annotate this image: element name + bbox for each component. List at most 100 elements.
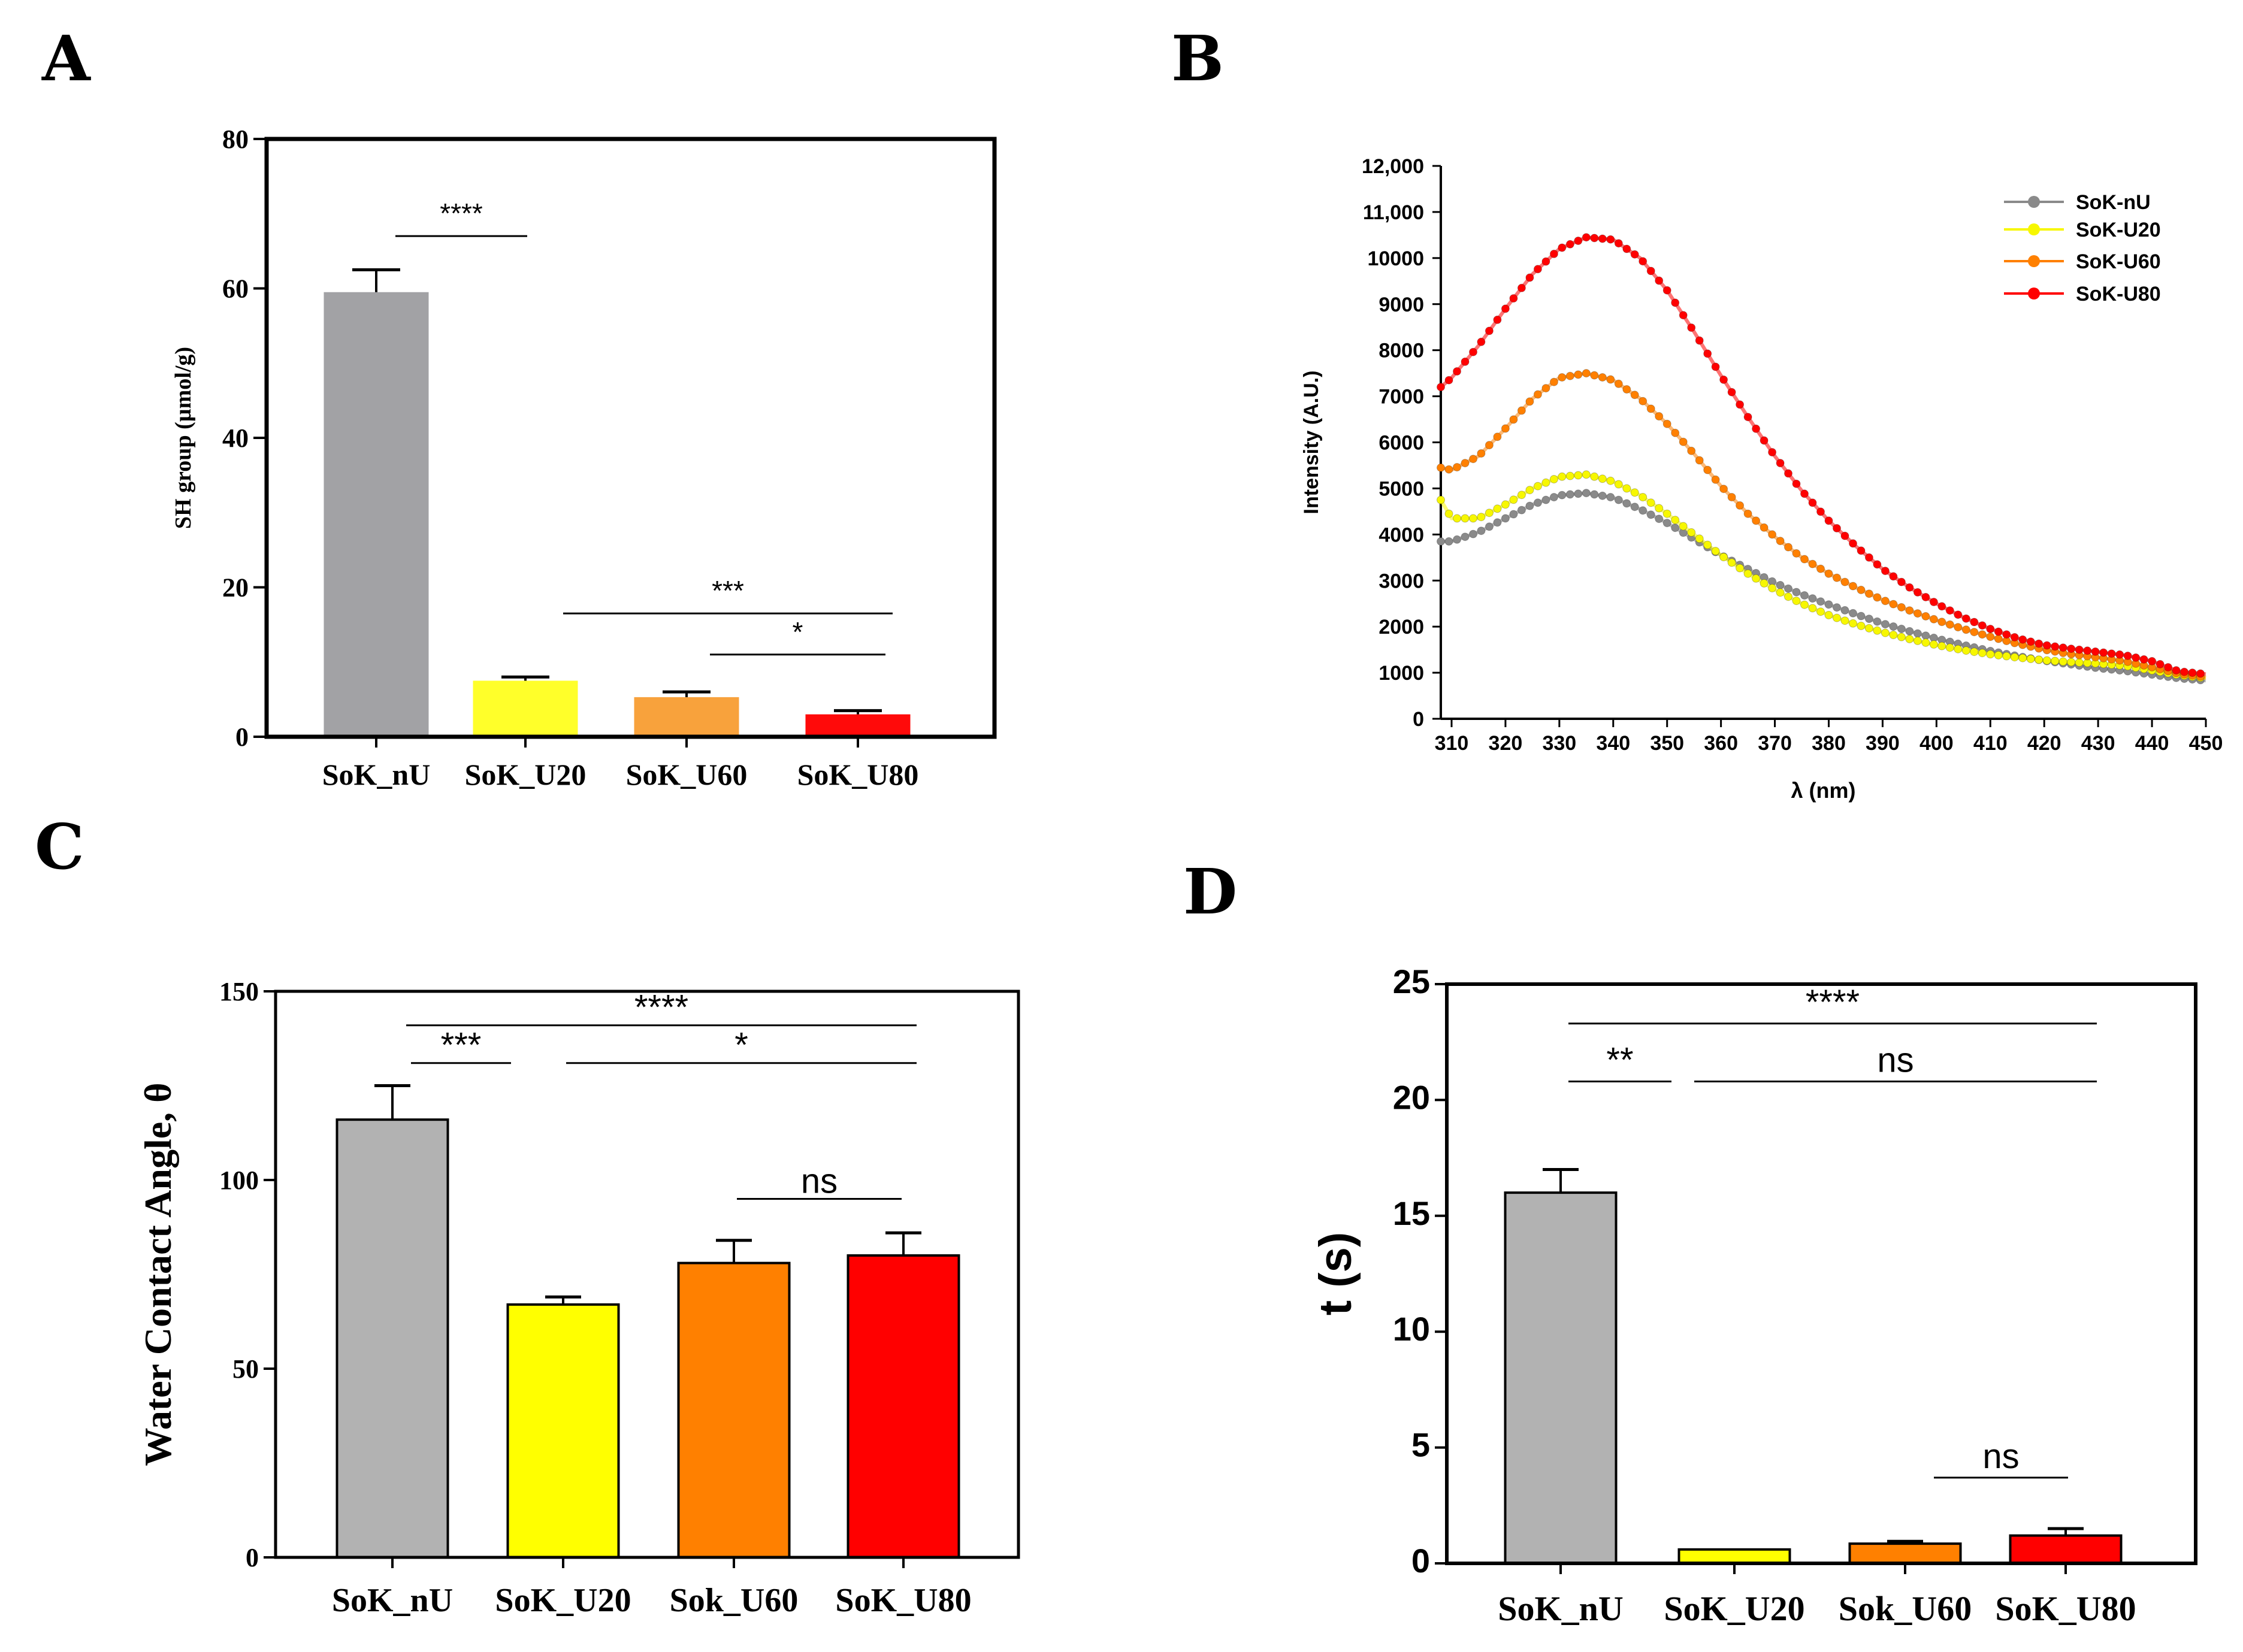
b-point-SoK-U20 (1768, 583, 1777, 592)
c-bar-SoK_nU (335, 1118, 449, 1559)
b-x-tick-label: 380 (1812, 732, 1846, 755)
b-point-SoK-U80 (1776, 459, 1785, 468)
b-point-SoK-U80 (2002, 630, 2011, 639)
chart-c-contact-angle: SoK_nU SoK_U20 Sok_U60 SoK_U80 0 50 100 150 Wate… (137, 977, 1020, 1619)
b-y-tick-label: 4000 (1379, 524, 1424, 546)
b-point-SoK-U80 (1800, 489, 1809, 498)
b-point-SoK-U60 (1582, 369, 1591, 378)
d-bar-SoK_U20 (1677, 1548, 1791, 1565)
b-point-SoK-U60 (1501, 424, 1510, 433)
b-point-SoK-U60 (1565, 371, 1574, 380)
b-point-SoK-U60 (1970, 628, 1979, 637)
b-point-SoK-U20 (2058, 657, 2067, 666)
c-y-tick-label: 100 (219, 1166, 259, 1195)
b-point-SoK-U20 (1873, 626, 1882, 635)
b-point-SoK-U80 (1849, 539, 1857, 548)
b-point-SoK-nU (1533, 498, 1542, 507)
b-point-SoK-nU (1509, 510, 1518, 519)
b-point-SoK-U20 (1792, 597, 1801, 606)
b-point-SoK-U60 (1598, 373, 1607, 382)
b-point-SoK-U20 (1687, 528, 1696, 537)
b-point-SoK-U80 (1921, 592, 1930, 601)
b-point-SoK-nU (1905, 627, 1914, 636)
b-point-SoK-U60 (1719, 485, 1728, 494)
b-point-SoK-nU (1655, 515, 1664, 524)
b-point-SoK-U60 (1703, 465, 1712, 474)
b-point-SoK-nU (1913, 629, 1922, 638)
b-point-SoK-U80 (1671, 298, 1680, 307)
b-point-SoK-U80 (1889, 572, 1898, 581)
b-point-SoK-U80 (1679, 311, 1688, 320)
b-point-SoK-U80 (1590, 234, 1599, 243)
b-legend-marker-SoK-U20 (2028, 223, 2040, 235)
b-point-SoK-U60 (1485, 441, 1494, 450)
b-point-SoK-U80 (1695, 336, 1704, 345)
b-point-SoK-U80 (1816, 507, 1825, 516)
b-point-SoK-U60 (1978, 630, 1987, 639)
d-significance-label: ns (1982, 1437, 2019, 1476)
b-point-SoK-U80 (1501, 304, 1510, 313)
b-point-SoK-U20 (1549, 475, 1558, 483)
b-point-SoK-nU (1590, 490, 1599, 499)
a-significance-label: * (793, 616, 803, 648)
b-point-SoK-U80 (1574, 237, 1583, 245)
b-point-SoK-U60 (1986, 633, 1995, 642)
b-point-SoK-U80 (1784, 469, 1792, 478)
b-point-SoK-U60 (1889, 600, 1898, 609)
b-point-SoK-U20 (1453, 514, 1461, 523)
b-point-SoK-U20 (1994, 650, 2003, 659)
b-point-SoK-U80 (2035, 639, 2044, 648)
b-x-tick-label: 320 (1489, 732, 1523, 755)
b-legend-marker-SoK-U60 (2028, 255, 2040, 267)
b-point-SoK-U80 (2164, 663, 2172, 671)
b-point-SoK-U80 (2115, 650, 2124, 659)
b-point-SoK-U60 (1776, 537, 1785, 546)
b-point-SoK-U80 (1768, 448, 1777, 456)
b-point-SoK-nU (1662, 519, 1671, 528)
b-point-SoK-U60 (1913, 609, 1922, 618)
b-point-SoK-U80 (2075, 645, 2084, 654)
b-point-SoK-U60 (1833, 573, 1841, 582)
b-point-SoK-U80 (2148, 656, 2157, 665)
b-point-SoK-nU (1816, 597, 1825, 606)
b-point-SoK-nU (1889, 622, 1898, 631)
b-point-SoK-U20 (2042, 656, 2051, 665)
d-category-label: Sok_U60 (1839, 1589, 1972, 1628)
b-point-SoK-U20 (1565, 471, 1574, 480)
d-y-tick-label: 15 (1393, 1194, 1430, 1232)
b-point-SoK-U60 (1574, 370, 1583, 379)
panel-label-c: C (35, 810, 84, 884)
b-point-SoK-nU (1598, 491, 1607, 500)
a-category-label: SoK_U60 (626, 758, 748, 791)
b-point-SoK-nU (1444, 537, 1453, 546)
a-bar-SoK_U20 (473, 680, 578, 737)
b-point-SoK-U80 (1736, 400, 1745, 409)
b-point-SoK-U20 (1671, 516, 1680, 525)
b-y-tick-label: 6000 (1379, 432, 1424, 455)
b-x-tick-label: 440 (2135, 732, 2169, 755)
d-y-tick-label: 5 (1411, 1426, 1430, 1464)
b-point-SoK-U20 (2018, 653, 2027, 662)
b-y-tick-label: 3000 (1379, 570, 1424, 592)
b-point-SoK-U60 (1622, 385, 1631, 394)
b-point-SoK-nU (1614, 495, 1623, 504)
b-point-SoK-U20 (1736, 564, 1745, 573)
b-point-SoK-nU (1485, 522, 1494, 531)
b-point-SoK-U80 (2010, 633, 2019, 642)
b-point-SoK-U20 (1574, 471, 1583, 480)
a-significance-label: *** (712, 575, 744, 606)
b-x-tick-label: 390 (1866, 732, 1900, 755)
b-legend-label-SoK-nU: SoK-nU (2076, 191, 2151, 214)
b-y-axis-label: Intensity (A.U.) (1300, 371, 1323, 515)
b-point-SoK-U80 (1752, 424, 1761, 433)
b-legend-label-SoK-U60: SoK-U60 (2076, 250, 2161, 273)
b-point-SoK-U80 (1978, 621, 1987, 630)
c-bar-SoK_U20 (506, 1303, 620, 1559)
b-point-SoK-nU (1849, 609, 1857, 618)
b-point-SoK-U80 (1614, 239, 1623, 248)
b-point-SoK-U60 (1630, 391, 1639, 400)
b-point-SoK-U60 (1549, 377, 1558, 386)
b-point-SoK-U80 (2026, 637, 2035, 646)
b-point-SoK-nU (1501, 514, 1510, 523)
b-legend-marker-SoK-nU (2028, 196, 2040, 208)
